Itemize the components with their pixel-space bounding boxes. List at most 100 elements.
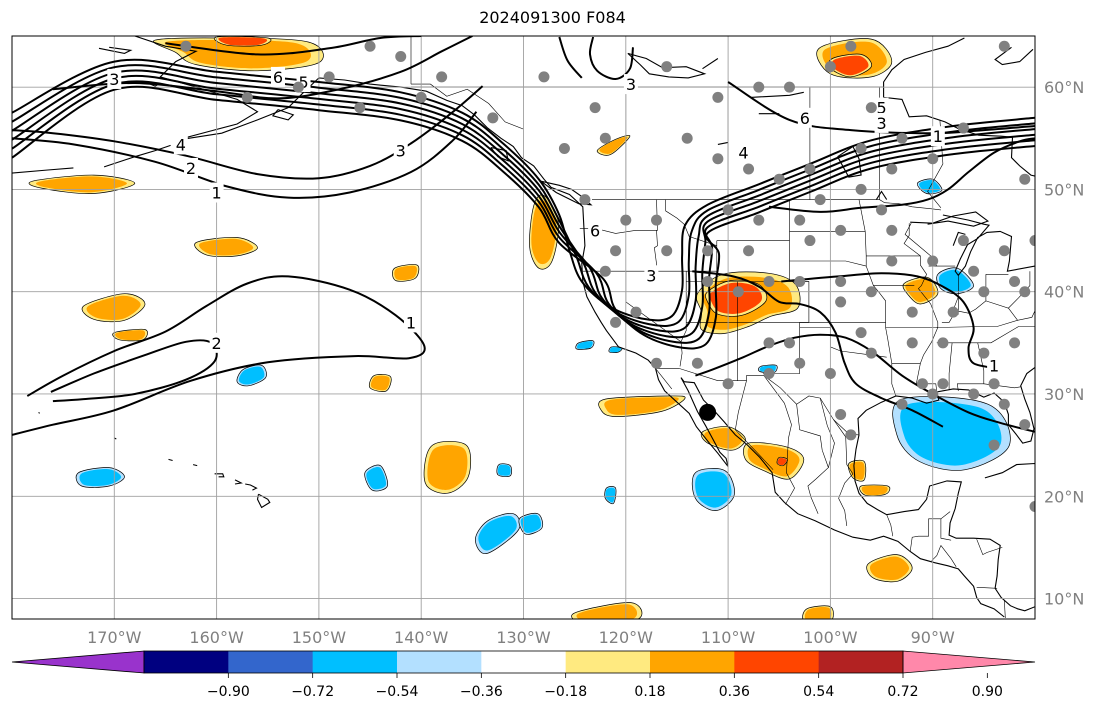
station-dot-82[interactable] <box>896 132 908 144</box>
station-dot-51[interactable] <box>794 357 806 369</box>
station-dot-38[interactable] <box>732 286 744 298</box>
station-dot-54[interactable] <box>691 357 703 369</box>
station-dot-24[interactable] <box>886 224 898 236</box>
station-dot-74[interactable] <box>978 286 990 298</box>
station-dot-53[interactable] <box>722 378 734 390</box>
station-dot-19[interactable] <box>855 143 867 155</box>
station-dot-66[interactable] <box>998 398 1010 410</box>
station-dot-33[interactable] <box>610 245 622 257</box>
station-dot-65[interactable] <box>988 378 1000 390</box>
station-dot-13[interactable] <box>712 91 724 103</box>
station-dot-69[interactable] <box>1029 500 1041 512</box>
station-dot-26[interactable] <box>794 214 806 226</box>
station-dot-85[interactable] <box>824 61 836 73</box>
station-dot-87[interactable] <box>753 81 765 93</box>
station-dot-63[interactable] <box>916 378 928 390</box>
station-dot-48[interactable] <box>855 327 867 339</box>
station-dot-42[interactable] <box>886 255 898 267</box>
station-dot-14[interactable] <box>681 132 693 144</box>
station-dot-78[interactable] <box>1029 235 1041 247</box>
station-dot-81[interactable] <box>927 153 939 165</box>
station-dot-44[interactable] <box>957 235 969 247</box>
station-dot-12[interactable] <box>661 61 673 73</box>
station-dot-41[interactable] <box>835 296 847 308</box>
station-dot-36[interactable] <box>661 245 673 257</box>
station-dot-8[interactable] <box>436 71 448 83</box>
station-dot-28[interactable] <box>722 204 734 216</box>
station-dot-72[interactable] <box>937 337 949 349</box>
station-dot-83[interactable] <box>998 40 1010 52</box>
station-dot-79[interactable] <box>1019 173 1031 185</box>
station-dot-2[interactable] <box>241 91 253 103</box>
station-dot-57[interactable] <box>579 194 591 206</box>
station-dot-25[interactable] <box>835 224 847 236</box>
station-dot-92[interactable] <box>783 337 795 349</box>
station-dot-29[interactable] <box>743 245 755 257</box>
station-dot-71[interactable] <box>978 347 990 359</box>
colorbar-label-4: −0.18 <box>544 684 587 700</box>
station-dot-3[interactable] <box>323 71 335 83</box>
station-dot-55[interactable] <box>650 357 662 369</box>
station-dot-40[interactable] <box>794 275 806 287</box>
station-dot-73[interactable] <box>906 337 918 349</box>
station-dot-95[interactable] <box>968 388 980 400</box>
station-dot-6[interactable] <box>395 50 407 62</box>
station-dot-21[interactable] <box>855 183 867 195</box>
station-dot-68[interactable] <box>988 439 1000 451</box>
station-dot-84[interactable] <box>845 40 857 52</box>
station-dot-7[interactable] <box>415 91 427 103</box>
station-dot-58[interactable] <box>558 143 570 155</box>
station-dot-27[interactable] <box>753 214 765 226</box>
border-56 <box>886 514 894 537</box>
station-dot-10[interactable] <box>538 71 550 83</box>
station-dot-45[interactable] <box>968 265 980 277</box>
station-dot-43[interactable] <box>927 255 939 267</box>
station-dot-46[interactable] <box>947 306 959 318</box>
station-dot-5[interactable] <box>354 102 366 114</box>
station-dot-20[interactable] <box>886 163 898 175</box>
station-dot-75[interactable] <box>1009 275 1021 287</box>
station-dot-11[interactable] <box>599 132 611 144</box>
station-dot-39[interactable] <box>763 275 775 287</box>
station-dot-90[interactable] <box>835 275 847 287</box>
station-dot-16[interactable] <box>773 173 785 185</box>
station-dot-15[interactable] <box>712 153 724 165</box>
station-dot-49[interactable] <box>865 347 877 359</box>
station-dot-56[interactable] <box>610 316 622 328</box>
station-dot-22[interactable] <box>814 194 826 206</box>
station-dot-35[interactable] <box>630 306 642 318</box>
station-dot-52[interactable] <box>763 368 775 380</box>
station-dot-77[interactable] <box>998 245 1010 257</box>
location-marker-dot[interactable] <box>699 403 717 421</box>
station-dot-61[interactable] <box>835 408 847 420</box>
colorbar-label-3: −0.36 <box>460 684 503 700</box>
station-dot-76[interactable] <box>1019 286 1031 298</box>
station-dot-32[interactable] <box>620 214 632 226</box>
station-dot-50[interactable] <box>824 368 836 380</box>
station-dot-60[interactable] <box>845 429 857 441</box>
station-dot-70[interactable] <box>1009 337 1021 349</box>
station-dot-4[interactable] <box>292 81 304 93</box>
station-dot-89[interactable] <box>804 235 816 247</box>
station-dot-59[interactable] <box>589 102 601 114</box>
station-dot-30[interactable] <box>702 245 714 257</box>
station-dot-47[interactable] <box>906 306 918 318</box>
station-dot-93[interactable] <box>763 337 775 349</box>
station-dot-80[interactable] <box>957 122 969 134</box>
station-dot-88[interactable] <box>865 102 877 114</box>
station-dot-64[interactable] <box>937 378 949 390</box>
station-dot-31[interactable] <box>650 214 662 226</box>
station-dot-91[interactable] <box>865 286 877 298</box>
station-dot-67[interactable] <box>1019 419 1031 431</box>
station-dot-86[interactable] <box>783 81 795 93</box>
station-dot-17[interactable] <box>804 163 816 175</box>
station-dot-37[interactable] <box>702 275 714 287</box>
station-dot-0[interactable] <box>180 40 192 52</box>
station-dot-62[interactable] <box>896 398 908 410</box>
station-dot-23[interactable] <box>876 204 888 216</box>
station-dot-18[interactable] <box>743 163 755 175</box>
station-dot-9[interactable] <box>487 112 499 124</box>
station-dot-34[interactable] <box>599 265 611 277</box>
station-dot-94[interactable] <box>927 388 939 400</box>
station-dot-1[interactable] <box>364 40 376 52</box>
